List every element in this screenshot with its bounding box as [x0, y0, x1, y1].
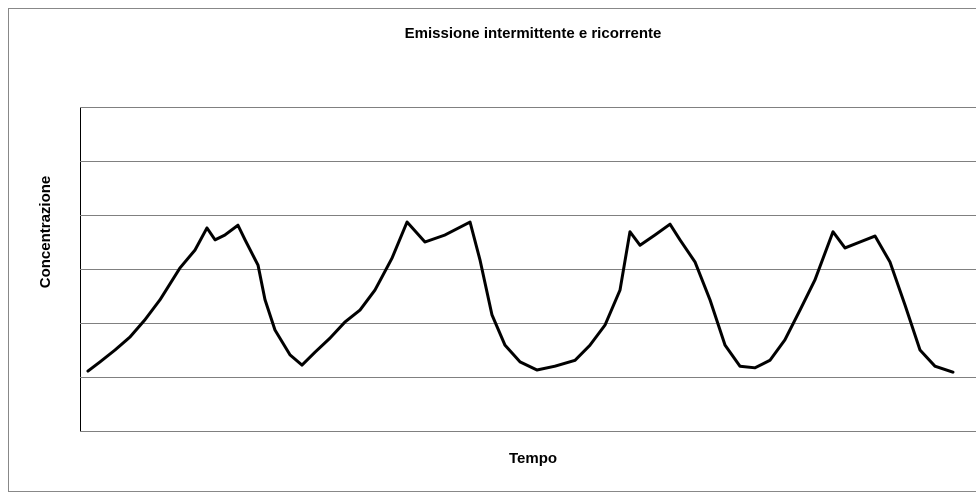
- y-axis-label: Concentrazione: [37, 176, 54, 289]
- x-axis-label: Tempo: [509, 450, 557, 467]
- data-line: [86, 220, 955, 374]
- chart-title: Emissione intermittente e ricorrente: [405, 25, 662, 42]
